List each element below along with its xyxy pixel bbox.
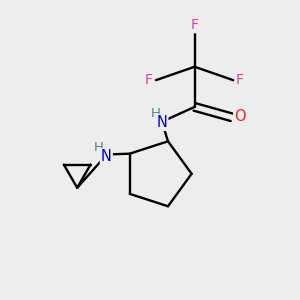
Text: N: N — [101, 149, 112, 164]
Text: H: H — [94, 140, 103, 154]
Text: F: F — [190, 18, 199, 32]
Text: F: F — [145, 73, 152, 87]
Text: H: H — [150, 107, 160, 120]
Text: O: O — [234, 109, 246, 124]
Text: N: N — [157, 115, 167, 130]
Text: F: F — [236, 73, 244, 87]
